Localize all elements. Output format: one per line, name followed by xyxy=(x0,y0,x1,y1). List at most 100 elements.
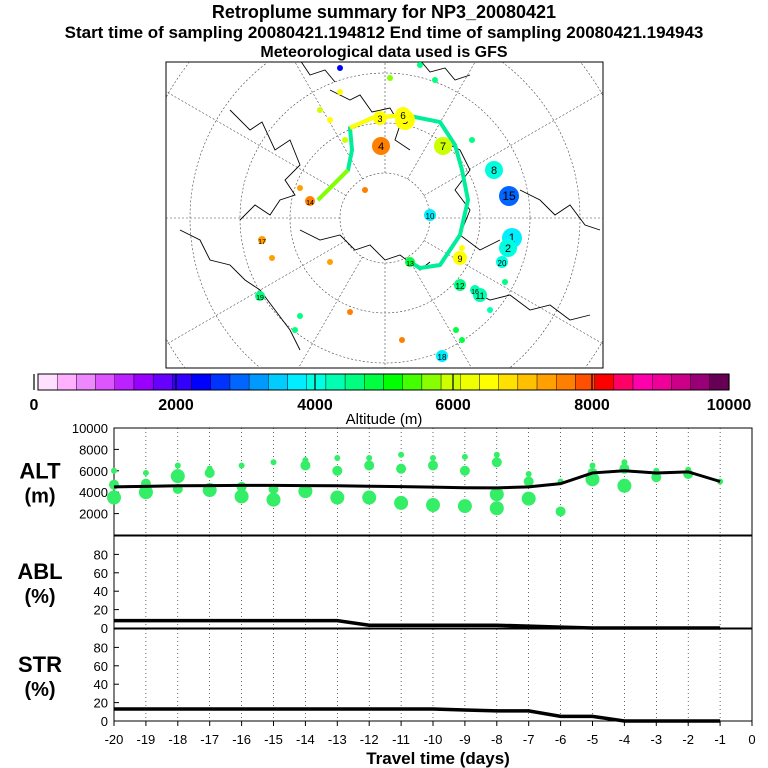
panel-ylabel: ALT xyxy=(19,459,61,484)
marker-label: 16 xyxy=(471,289,479,296)
coastline xyxy=(469,289,591,321)
trajectory-marker xyxy=(454,279,466,291)
trajectory-dot xyxy=(327,117,333,123)
marker-label: 4 xyxy=(378,141,384,153)
x-tick-label: -20 xyxy=(105,732,124,747)
altitude-point xyxy=(174,462,181,469)
trajectory-dot xyxy=(387,75,393,81)
altitude-point xyxy=(493,451,500,458)
panel-frame xyxy=(113,628,753,722)
x-tick-label: -8 xyxy=(491,732,503,747)
y-tick-label: 40 xyxy=(94,677,108,692)
altitude-point xyxy=(300,460,311,471)
trajectory-dot xyxy=(362,187,368,193)
altitude-point xyxy=(555,506,566,517)
marker-label: 3 xyxy=(377,114,382,124)
colorbar-tick-label: 2000 xyxy=(158,397,194,414)
altitude-point xyxy=(366,454,373,461)
altitude-point xyxy=(426,498,440,513)
altitude-point xyxy=(651,472,662,483)
panel-ylabel-unit: (m) xyxy=(24,486,55,508)
trajectory-dot xyxy=(417,62,423,68)
marker-label: 17 xyxy=(258,239,266,246)
altitude-point xyxy=(332,465,343,476)
marker-label: 19 xyxy=(256,295,264,302)
met-data-line: Meteorological data used is GFS xyxy=(260,44,508,61)
marker-label: 1 xyxy=(509,231,516,245)
x-tick-label: -6 xyxy=(555,732,567,747)
marker-label: 12 xyxy=(456,282,465,291)
trajectory-dot xyxy=(337,89,343,95)
altitude-point xyxy=(238,462,245,469)
colorbar-tick-label: 0 xyxy=(30,397,39,414)
coastline xyxy=(421,62,471,81)
panel-ylabel-unit: (%) xyxy=(24,679,55,701)
trajectory-dot xyxy=(487,307,493,313)
x-tick-label: -14 xyxy=(296,732,315,747)
trajectory-dot xyxy=(327,259,333,265)
x-tick-label: -10 xyxy=(424,732,443,747)
altitude-point xyxy=(428,460,438,471)
altitude-point xyxy=(489,501,504,516)
y-tick-label: 0 xyxy=(101,714,108,729)
trajectory-path xyxy=(316,112,471,271)
y-tick-label: 80 xyxy=(94,640,108,655)
trajectory-dot xyxy=(502,279,508,285)
altitude-point xyxy=(398,451,405,458)
trajectory-dot xyxy=(432,77,438,83)
y-tick-label: 2000 xyxy=(79,507,108,522)
trajectory-marker xyxy=(258,236,266,244)
altitude-point xyxy=(396,463,407,474)
y-tick-label: 80 xyxy=(94,547,108,562)
trajectory-marker xyxy=(255,291,265,301)
marker-label: 13 xyxy=(406,261,414,268)
trajectory-dot xyxy=(297,185,303,191)
y-tick-label: 60 xyxy=(94,566,108,581)
altitude-point xyxy=(617,478,632,493)
trajectory-marker xyxy=(499,239,517,257)
y-tick-label: 20 xyxy=(94,696,108,711)
x-tick-label: -18 xyxy=(168,732,187,747)
chart-title: Retroplume summary for NP3_20080421 xyxy=(211,2,557,22)
altitude-point xyxy=(461,453,468,460)
trajectory-marker xyxy=(470,285,480,295)
altitude-point xyxy=(142,469,149,476)
marker-label: 8 xyxy=(491,165,497,177)
coastline xyxy=(179,229,301,351)
x-tick-label: -4 xyxy=(619,732,631,747)
colorbar-label: Altitude (m) xyxy=(346,411,423,428)
x-tick-label: -2 xyxy=(682,732,694,747)
trajectory-dot xyxy=(459,245,465,251)
altitude-point xyxy=(394,495,409,510)
trajectory-dot xyxy=(292,327,298,333)
marker-label: 20 xyxy=(498,259,507,268)
x-tick-label: -12 xyxy=(360,732,379,747)
y-tick-label: 0 xyxy=(101,621,108,636)
x-tick-label: -17 xyxy=(200,732,219,747)
abl-line xyxy=(114,618,721,630)
x-tick-label: -9 xyxy=(459,732,471,747)
trajectory-marker xyxy=(453,251,467,265)
trajectory-marker xyxy=(424,209,436,221)
altitude-point xyxy=(430,454,436,461)
altitude-point xyxy=(459,465,470,476)
trajectory-marker xyxy=(395,107,411,123)
panel-ylabel: STR xyxy=(18,652,62,677)
trajectory-marker xyxy=(485,161,503,179)
altitude-point xyxy=(525,471,532,478)
altitude-point xyxy=(523,476,534,487)
y-tick-label: 4000 xyxy=(79,485,108,500)
y-tick-label: 8000 xyxy=(79,442,108,457)
coastline xyxy=(439,139,501,251)
marker-label: 2 xyxy=(505,243,511,255)
altitude-point xyxy=(521,491,536,506)
y-tick-label: 20 xyxy=(94,603,108,618)
altitude-point xyxy=(270,459,277,466)
x-tick-label: -15 xyxy=(264,732,283,747)
marker-label: 15 xyxy=(502,189,516,203)
trajectory-dot xyxy=(297,313,303,319)
altitude-point xyxy=(589,462,596,469)
marker-label: 11 xyxy=(475,291,484,301)
y-tick-label: 60 xyxy=(94,659,108,674)
